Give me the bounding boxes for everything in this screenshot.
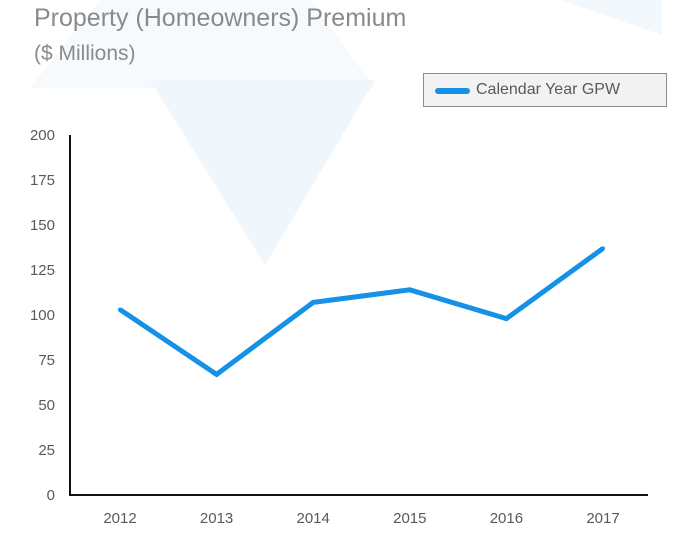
y-tick-label: 0	[47, 487, 55, 504]
y-axis: 0 25 50 75 100 125 150 175 200	[30, 127, 71, 504]
data-point	[118, 307, 122, 312]
x-tick-label: 2012	[103, 510, 136, 527]
data-point	[311, 300, 316, 305]
x-tick-label: 2013	[200, 510, 233, 527]
x-tick-label: 2015	[393, 510, 426, 527]
chart-subtitle: ($ Millions)	[34, 42, 136, 65]
data-point	[601, 246, 605, 251]
x-tick-label: 2016	[490, 510, 523, 527]
legend-swatch-line	[435, 88, 470, 94]
chart-title: Property (Homeowners) Premium	[34, 4, 407, 32]
legend: Calendar Year GPW	[423, 73, 667, 107]
data-point	[214, 372, 219, 377]
x-tick-label: 2014	[297, 510, 330, 527]
y-tick-label: 50	[38, 397, 55, 414]
y-tick-label: 25	[38, 442, 55, 459]
y-tick-label: 100	[30, 307, 55, 324]
y-tick-label: 125	[30, 262, 55, 279]
y-tick-label: 175	[30, 172, 55, 189]
x-axis: 2012 2013 2014 2015 2016 2017	[69, 494, 648, 527]
data-point	[504, 316, 509, 321]
y-tick-label: 200	[30, 127, 55, 144]
data-point	[407, 287, 412, 292]
series-line-calendar-year-gpw	[118, 246, 605, 378]
series-group	[118, 246, 605, 378]
x-tick-label: 2017	[586, 510, 619, 527]
y-tick-label: 75	[38, 352, 55, 369]
y-tick-label: 150	[30, 217, 55, 234]
legend-label: Calendar Year GPW	[476, 81, 621, 98]
